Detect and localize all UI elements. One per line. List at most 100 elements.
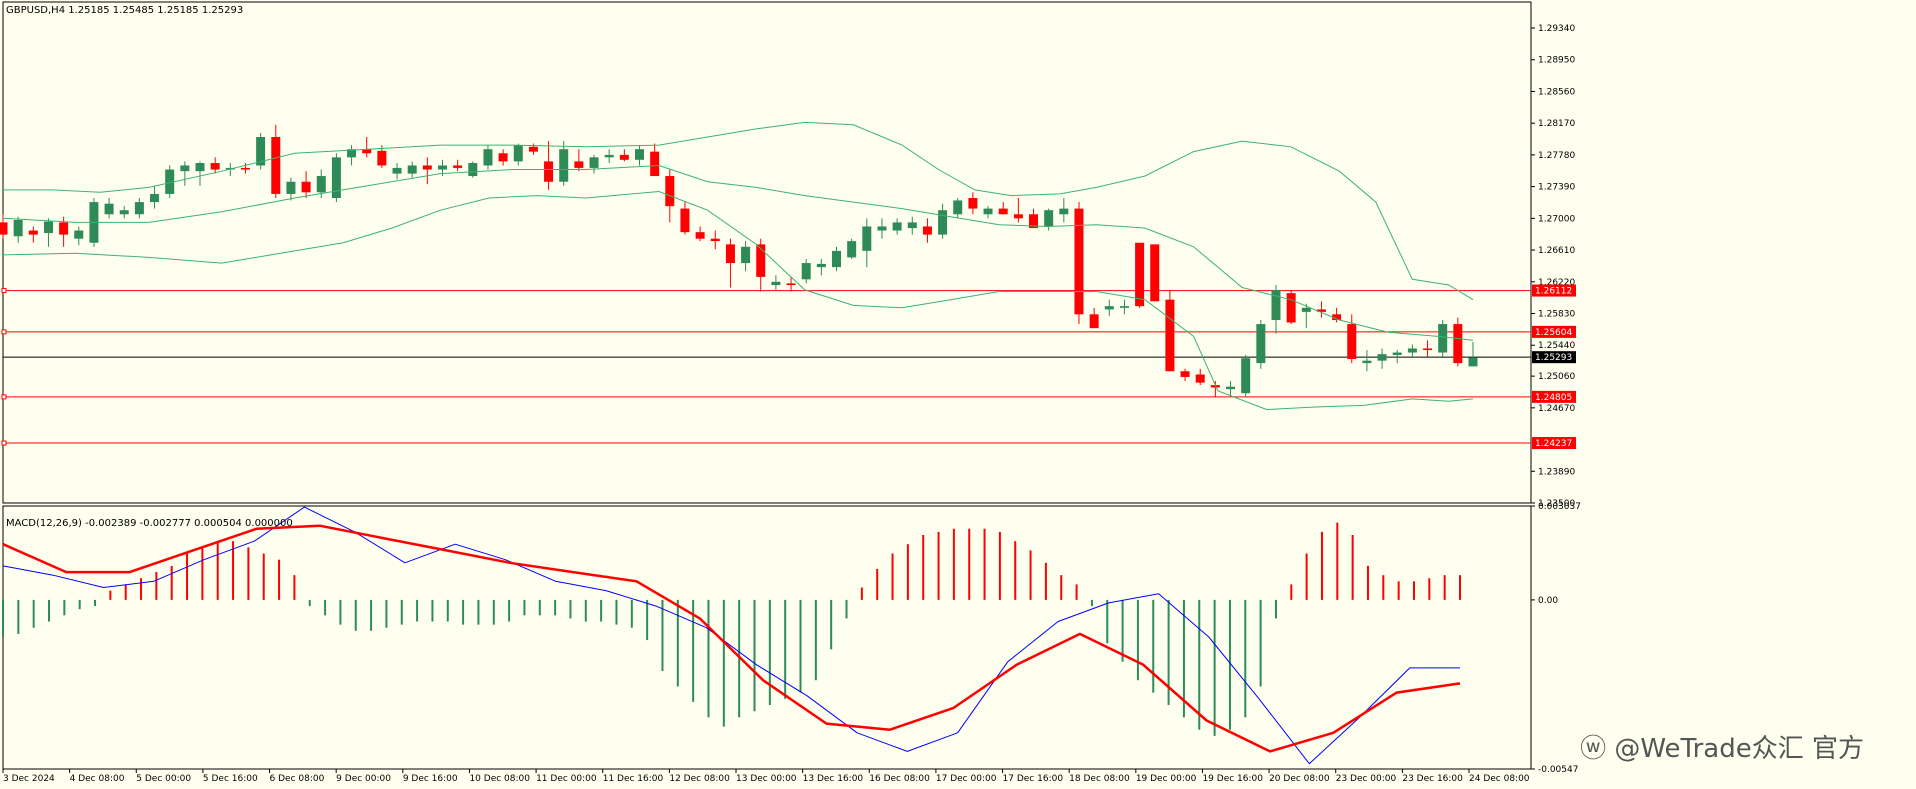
time-axis-label: 20 Dec 08:00 [1269, 774, 1330, 784]
candle-body [1119, 306, 1129, 308]
time-axis-label: 9 Dec 00:00 [336, 774, 391, 784]
price-axis-label: 1.25060 [1538, 372, 1575, 382]
candle-body [210, 163, 220, 170]
candle-body [316, 176, 326, 193]
time-axis-label: 24 Dec 08:00 [1469, 774, 1530, 784]
macd-axis-label: 0.00 [1538, 596, 1558, 606]
candle-body [180, 165, 190, 172]
time-axis-label: 5 Dec 16:00 [203, 774, 258, 784]
candle-body [513, 145, 523, 162]
candle-body [801, 263, 811, 280]
candle-body [74, 230, 84, 239]
candle-body [771, 281, 781, 286]
time-axis-label: 23 Dec 00:00 [1336, 774, 1397, 784]
candle-body [104, 203, 114, 215]
time-axis-label: 5 Dec 00:00 [136, 774, 191, 784]
candle-body [1074, 208, 1084, 315]
candle-body [1135, 242, 1145, 307]
time-axis-label: 11 Dec 00:00 [536, 774, 597, 784]
price-axis-label: 1.25830 [1538, 309, 1575, 319]
candle-body [786, 283, 796, 286]
price-axis-label: 1.26220 [1538, 278, 1575, 288]
candle-body [1029, 214, 1039, 229]
candle-body [1377, 354, 1387, 361]
candle-body [832, 250, 842, 268]
candle-body [1301, 307, 1311, 312]
candle-body [392, 167, 402, 174]
candle-body [877, 226, 887, 231]
candle-body [862, 226, 872, 251]
candle-body [710, 238, 720, 242]
candle-body [938, 210, 948, 235]
price-level-tag [1532, 351, 1576, 364]
candle-body [1059, 208, 1069, 215]
candle-body [574, 161, 584, 168]
candle-body [498, 153, 508, 162]
main-chart-header: GBPUSD,H4 1.25185 1.25485 1.25185 1.2529… [6, 5, 244, 16]
candle-body [286, 181, 296, 194]
price-axis-label: 1.24670 [1538, 404, 1575, 414]
macd-header: MACD(12,26,9) -0.002389 -0.002777 0.0005… [6, 518, 293, 529]
price-level-label: 1.25604 [1535, 328, 1572, 338]
candle-body [892, 222, 902, 231]
candle-body [13, 219, 23, 237]
candle-body [680, 208, 690, 233]
candle-body [907, 222, 917, 229]
candle-body [453, 165, 463, 168]
price-axis-label: 1.23890 [1538, 467, 1575, 477]
price-axis-label: 1.28560 [1538, 87, 1575, 97]
time-axis-label: 11 Dec 16:00 [603, 774, 664, 784]
candle-body [1256, 324, 1266, 364]
time-axis-label: 17 Dec 16:00 [1003, 774, 1064, 784]
price-level-handle[interactable] [1, 329, 7, 335]
candle-body [528, 146, 538, 152]
bollinger-middle [2, 164, 1474, 341]
candle-body [437, 165, 447, 170]
candle-body [922, 226, 932, 235]
time-axis-label: 18 Dec 08:00 [1069, 774, 1130, 784]
price-axis-label: 1.27000 [1538, 214, 1575, 224]
candle-body [1392, 352, 1402, 355]
candle-body [634, 149, 644, 160]
price-level-handle[interactable] [1, 440, 7, 446]
candle-body [983, 208, 993, 215]
candle-body [43, 221, 53, 233]
time-axis-label: 9 Dec 16:00 [403, 774, 458, 784]
candle-body [1180, 371, 1190, 377]
time-axis-label: 4 Dec 08:00 [70, 774, 125, 784]
candle-body [256, 137, 266, 166]
candle-body [347, 149, 357, 158]
price-level-tag [1532, 325, 1576, 338]
candle-body [1089, 314, 1099, 329]
candle-body [1468, 357, 1478, 367]
candle-body [1241, 358, 1251, 394]
candle-body [1013, 214, 1023, 219]
time-axis-label: 16 Dec 08:00 [869, 774, 930, 784]
candle-body [741, 246, 751, 264]
price-level-handle[interactable] [1, 394, 7, 400]
macd-main-line [2, 506, 1460, 765]
time-axis-label: 17 Dec 00:00 [936, 774, 997, 784]
price-level-label: 1.25293 [1535, 353, 1572, 363]
candle-body [847, 241, 857, 258]
time-axis-label: 19 Dec 16:00 [1202, 774, 1263, 784]
candle-body [271, 137, 281, 194]
bollinger-lower [2, 190, 1474, 411]
candle-body [1044, 210, 1054, 227]
candle-body [59, 222, 69, 235]
main-pane-frame [2, 1, 1532, 504]
candle-body [1271, 289, 1281, 321]
price-level-tag [1532, 284, 1576, 297]
candle-body [1347, 324, 1357, 360]
candle-body [377, 150, 387, 166]
price-level-tag [1532, 437, 1576, 450]
macd-axis-label: -0.00547 [1538, 765, 1578, 775]
price-level-label: 1.24237 [1535, 439, 1572, 449]
price-level-handle[interactable] [1, 288, 7, 294]
candle-body [650, 151, 660, 177]
price-level-tag [1532, 390, 1576, 403]
price-axis-label: 1.28170 [1538, 119, 1575, 129]
candle-body [483, 149, 493, 166]
candle-body [756, 244, 766, 277]
